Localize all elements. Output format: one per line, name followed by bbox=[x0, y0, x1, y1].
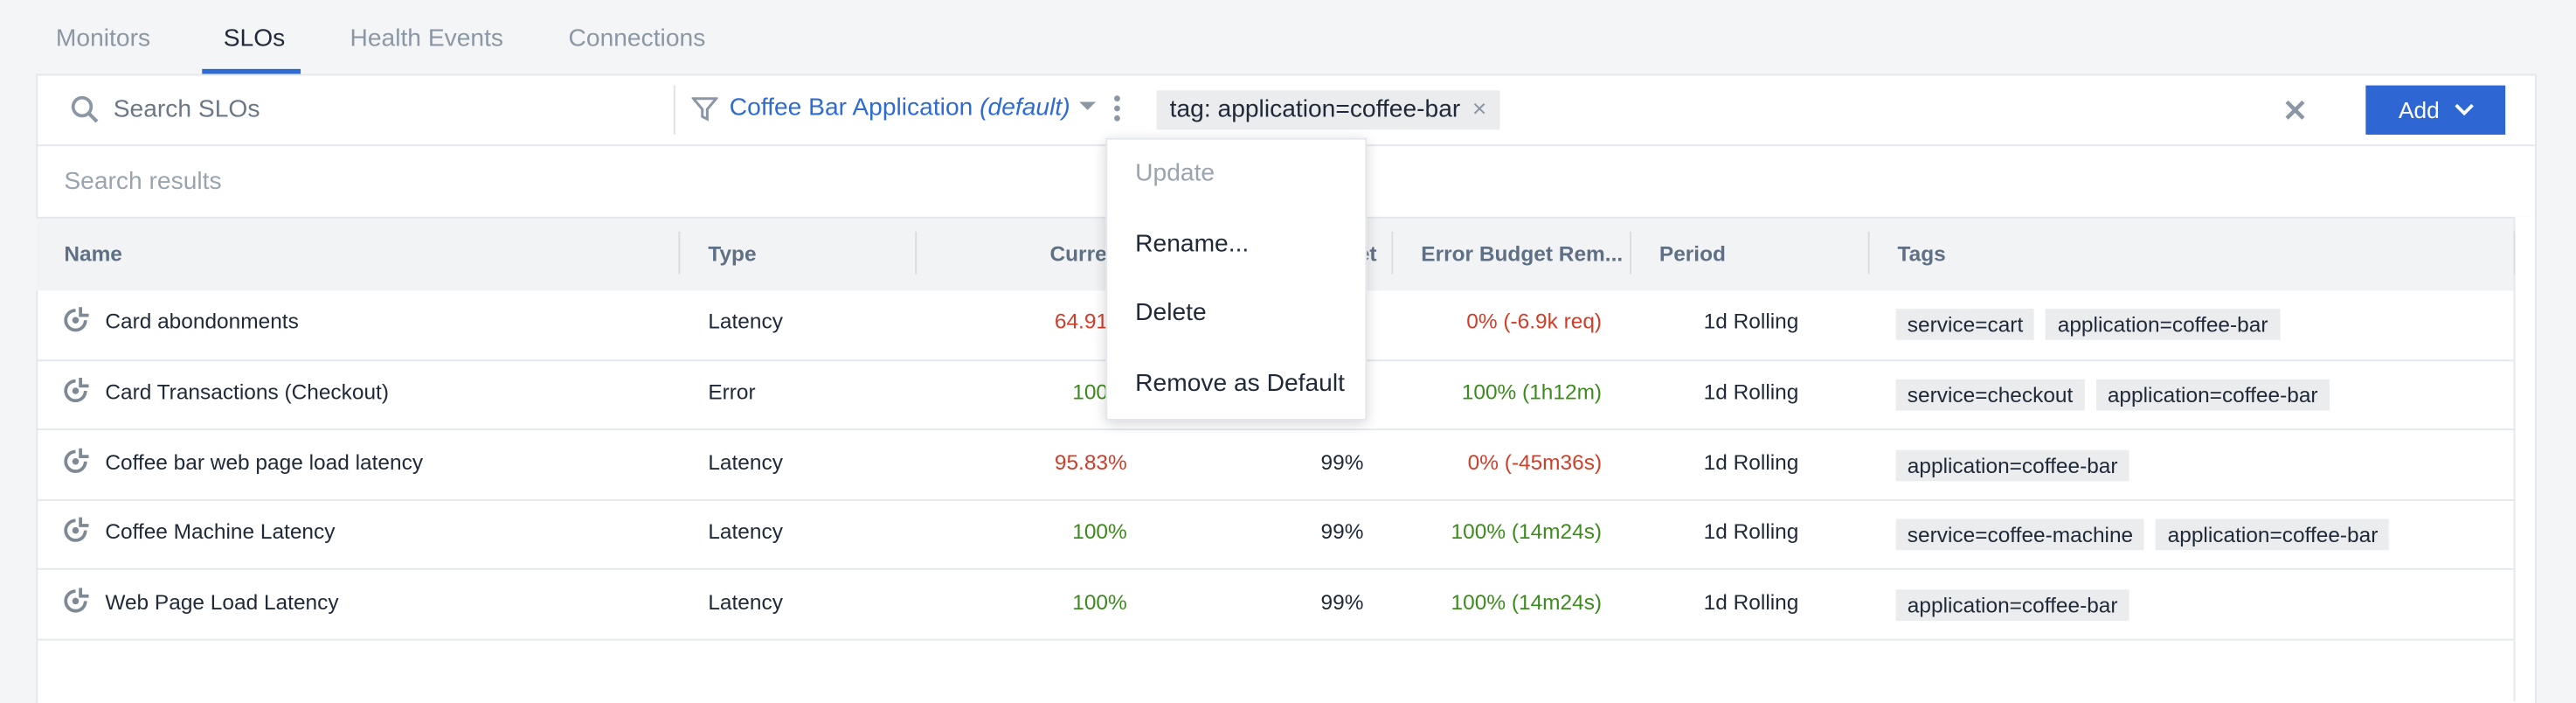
cell-type: Error bbox=[708, 379, 756, 404]
tag-chip: tag: application=coffee-bar × bbox=[1156, 90, 1500, 130]
divider bbox=[673, 85, 675, 136]
tab[interactable]: Monitors bbox=[55, 24, 151, 53]
cell-error-budget: 0% (-6.9k req) bbox=[1466, 309, 1603, 334]
filter-dropdown[interactable]: Coffee Bar Application (default) bbox=[730, 94, 1070, 122]
cell-name[interactable]: Card Transactions (Checkout) bbox=[105, 379, 389, 404]
column-separator bbox=[678, 231, 681, 275]
cell-name[interactable]: Card abondonments bbox=[105, 309, 299, 334]
active-tab-underline bbox=[202, 68, 301, 74]
row-divider bbox=[36, 428, 2514, 431]
column-separator bbox=[1391, 231, 1394, 275]
column-header[interactable]: Error Budget Rem... bbox=[1421, 241, 1624, 267]
menu-item: Update bbox=[1135, 159, 1215, 188]
cell-period: 1d Rolling bbox=[1703, 519, 1799, 544]
cell-current: 95.83% bbox=[1054, 449, 1127, 474]
cell-error-budget: 100% (1h12m) bbox=[1461, 379, 1603, 404]
cell-name[interactable]: Web Page Load Latency bbox=[105, 588, 339, 614]
tag: application=coffee-bar bbox=[2095, 379, 2330, 411]
tag-remove[interactable]: × bbox=[1472, 94, 1487, 123]
slo-icon bbox=[64, 587, 89, 612]
tag: application=coffee-bar bbox=[2156, 519, 2390, 551]
cell-type: Latency bbox=[708, 519, 783, 544]
column-separator bbox=[1630, 231, 1631, 275]
slo-icon bbox=[64, 447, 89, 472]
tag: application=coffee-bar bbox=[1895, 449, 2129, 481]
cell-period: 1d Rolling bbox=[1703, 379, 1799, 404]
slo-icon bbox=[64, 307, 89, 332]
context-menu: Update Rename... Delete Remove as Default bbox=[1105, 137, 1368, 421]
slo-icon bbox=[64, 517, 89, 542]
cell-period: 1d Rolling bbox=[1703, 309, 1799, 334]
tag: service=coffee-machine bbox=[1895, 519, 2145, 551]
filter-name: Coffee Bar Application bbox=[729, 94, 973, 122]
tag-list: application=coffee-bar bbox=[1895, 449, 2141, 481]
filter-default: (default) bbox=[980, 94, 1070, 122]
cell-error-budget: 0% (-45m36s) bbox=[1467, 449, 1603, 474]
tag: service=checkout bbox=[1895, 379, 2085, 411]
cell-target: 99% bbox=[1320, 588, 1364, 614]
cell-error-budget: 100% (14m24s) bbox=[1451, 519, 1603, 544]
search-results-label: Search results bbox=[64, 167, 222, 196]
tab[interactable]: Health Events bbox=[350, 24, 504, 53]
cell-current: 100% bbox=[1072, 519, 1127, 544]
add-button[interactable]: Add bbox=[2365, 85, 2506, 136]
tab[interactable]: SLOs bbox=[223, 24, 286, 53]
table-edge bbox=[2513, 216, 2535, 701]
row-divider bbox=[36, 638, 2514, 641]
cell-type: Latency bbox=[708, 588, 783, 614]
column-separator bbox=[1867, 231, 1870, 275]
cell-name[interactable]: Coffee Machine Latency bbox=[105, 519, 336, 544]
tag: application=coffee-bar bbox=[2046, 309, 2280, 341]
tag-chip-label: tag: application=coffee-bar bbox=[1169, 94, 1461, 123]
cell-error-budget: 100% (14m24s) bbox=[1451, 588, 1603, 614]
row-divider bbox=[36, 568, 2514, 571]
tag-list: service=cart application=coffee-bar bbox=[1895, 309, 2291, 341]
tag-list: service=coffee-machine application=coffee… bbox=[1895, 519, 2401, 551]
clear-button[interactable] bbox=[2283, 99, 2306, 122]
menu-item[interactable]: Rename... bbox=[1135, 229, 1250, 257]
tag-list: application=coffee-bar bbox=[1895, 588, 2141, 621]
caret bbox=[1079, 101, 1097, 110]
column-header[interactable]: Type bbox=[708, 241, 757, 267]
tag-list: service=checkout application=coffee-bar bbox=[1895, 379, 2341, 411]
column-header[interactable]: Name bbox=[64, 241, 122, 267]
cell-target: 99% bbox=[1320, 449, 1364, 474]
search-icon bbox=[71, 95, 99, 123]
column-separator bbox=[915, 231, 918, 275]
tag: service=cart bbox=[1895, 309, 2035, 341]
cell-type: Latency bbox=[708, 449, 783, 474]
cell-target: 99% bbox=[1320, 519, 1364, 544]
filter-icon bbox=[691, 97, 718, 122]
cell-name[interactable]: Coffee bar web page load latency bbox=[105, 449, 424, 474]
search-input[interactable]: Search SLOs bbox=[113, 94, 260, 123]
menu-item[interactable]: Remove as Default bbox=[1135, 368, 1345, 397]
column-header[interactable]: Period bbox=[1658, 241, 1726, 267]
row-divider bbox=[36, 498, 2514, 501]
menu-item[interactable]: Delete bbox=[1135, 298, 1207, 327]
add-label: Add bbox=[2398, 96, 2440, 123]
cell-current: 100% bbox=[1072, 588, 1127, 614]
slo-icon bbox=[64, 377, 89, 402]
cell-period: 1d Rolling bbox=[1703, 588, 1799, 614]
cell-period: 1d Rolling bbox=[1703, 449, 1799, 474]
tab[interactable]: Connections bbox=[568, 24, 706, 53]
column-separator bbox=[2513, 231, 2516, 275]
column-header[interactable]: Tags bbox=[1897, 241, 1946, 267]
tag: application=coffee-bar bbox=[1895, 588, 2129, 621]
kebab-menu[interactable] bbox=[1111, 94, 1124, 123]
cell-type: Latency bbox=[708, 309, 783, 334]
